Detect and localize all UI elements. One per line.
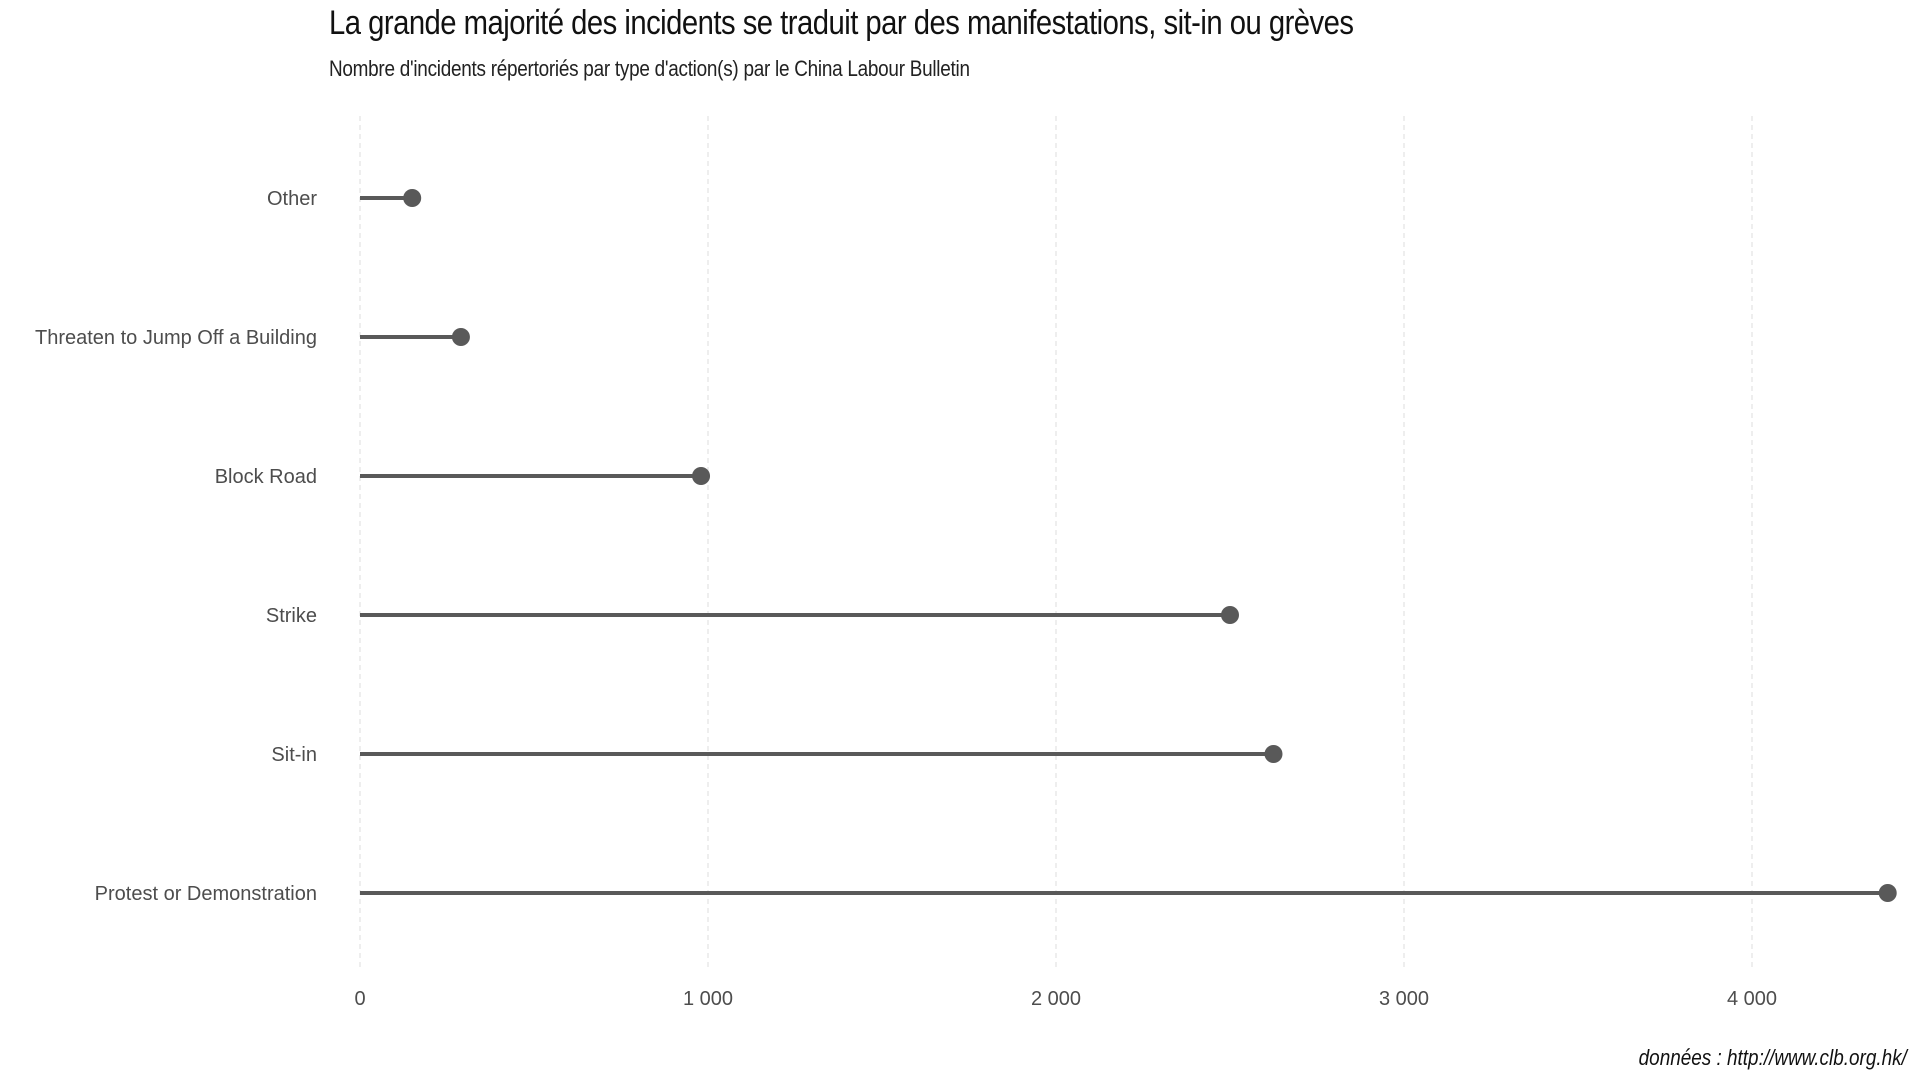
category-label-layer: Other Threaten to Jump Off a Building Bloc… (35, 188, 317, 905)
x-tick-label: 2 000 (1031, 988, 1081, 1010)
category-label: Strike (266, 605, 317, 627)
category-label: Threaten to Jump Off a Building (35, 327, 317, 349)
x-tick-label: 1 000 (683, 988, 733, 1010)
lollipop-dot (1221, 606, 1239, 624)
chart-subtitle: Nombre d'incidents répertoriés par type … (329, 56, 970, 81)
x-tick-label: 0 (354, 988, 365, 1010)
lollipop-dot (1264, 745, 1283, 763)
lollipop-dot (451, 328, 470, 346)
category-label: Protest or Demonstration (95, 883, 317, 905)
x-tick-label: 3 000 (1379, 988, 1429, 1010)
grid-layer (359, 116, 1753, 968)
lollipop-dot (692, 467, 711, 485)
lollipop-dot (403, 189, 422, 207)
stem-layer (360, 196, 1888, 895)
chart-caption: données : http://www.clb.org.hk/ (1638, 1045, 1907, 1070)
category-label: Other (267, 188, 317, 210)
lollipop-dot (1878, 884, 1897, 902)
x-tick-label: 4 000 (1727, 988, 1777, 1010)
category-label: Sit-in (271, 744, 317, 766)
dot-layer (403, 189, 1897, 902)
chart-title: La grande majorité des incidents se trad… (329, 4, 1354, 42)
tick-label-layer: 0 1 000 2 000 3 000 4 000 (354, 988, 1777, 1010)
category-label: Block Road (215, 466, 317, 488)
